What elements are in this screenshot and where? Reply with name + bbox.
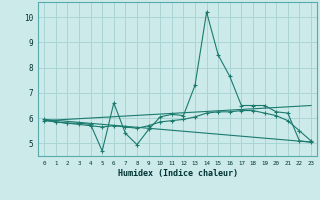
- X-axis label: Humidex (Indice chaleur): Humidex (Indice chaleur): [118, 169, 238, 178]
